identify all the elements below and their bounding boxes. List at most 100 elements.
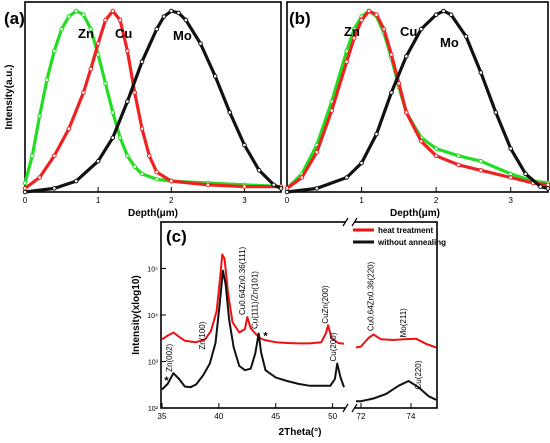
panel-c-y-tick-label: 10² [148, 406, 159, 413]
panel-a-ylabel: Intensity(a.u.) [4, 64, 15, 129]
panel-a-x-tick-label: 2 [169, 196, 174, 205]
legend-label-heat-treatment: heat treatment [378, 226, 433, 235]
panel-b-series-zn-point [478, 158, 484, 164]
panel-c-series-without-annealing-line [356, 380, 437, 403]
panel-c-series-without-annealing-line [161, 269, 345, 391]
panel-a-series-zn-point [37, 113, 42, 119]
panel-a-series-mo-point [212, 73, 218, 79]
panel-a-depth-profile: (a) 0 1 2 3 Zn Cu Mo Depth(μm) Intensity(a.u.… [4, 1, 284, 219]
panel-b-x-tick-label: 2 [434, 196, 439, 205]
panel-c-x-tick-label: 74 [407, 412, 416, 421]
panel-b-series-zn-point [433, 146, 439, 151]
panel-b-series-cu-point [374, 12, 379, 17]
panel-b-series-mo-point [344, 175, 350, 180]
panel-b-depth-profile: (b) 0 1 2 3 Zn Cu Mo Depth(μm) [284, 1, 550, 219]
panel-a-series-zn-point [81, 12, 86, 17]
panel-c-x-tick-label: 45 [271, 412, 280, 421]
panel-c-series-heat-treatment-line [161, 253, 345, 345]
panel-c-peak-label: Zn(100) [198, 321, 207, 349]
panel-a-series-cu-point [103, 17, 108, 23]
panel-b-series-cu-point [396, 81, 402, 86]
panel-b-series-label-cu: Cu [400, 24, 417, 39]
panel-a-series-cu-point [139, 126, 145, 131]
panel-a-series-mo-point [95, 158, 101, 164]
panel-a-series-mo-point [73, 178, 79, 184]
panel-a-series-zn-point [30, 153, 35, 159]
panel-b-series-cu-point [433, 153, 439, 159]
panel-c-break-gap-bottom [345, 405, 355, 411]
panel-a-series-mo-point [227, 110, 233, 115]
panel-b-series-mo-point [523, 171, 528, 177]
panel-c-peak-label: CuZn(200) [321, 285, 330, 324]
panel-b-series-label-zn: Zn [344, 24, 360, 39]
panel-c-x-ticks: 35 40 45 50 72 74 [158, 403, 416, 421]
panel-c-series [161, 253, 437, 403]
panel-a-series-cu-point [66, 126, 72, 131]
panel-b-series-zn-point [508, 171, 514, 177]
panel-c-break-mark [342, 403, 349, 413]
panel-b-series-cu-point [381, 26, 387, 32]
panel-a-series-mo-point [52, 186, 57, 191]
panel-a-series-zn-point [22, 180, 28, 186]
panel-a-series-mo-point [278, 186, 284, 191]
panel-a-series-zn-point [44, 77, 50, 83]
panel-a-series-label-mo: Mo [173, 28, 192, 43]
panel-c-break-mark [351, 217, 358, 227]
panel-b-series-mo-point [508, 146, 514, 151]
panel-c-break-gap-top [345, 219, 355, 225]
panel-c-x-tick-label: 72 [357, 412, 366, 421]
panel-b-series-cu-point [545, 182, 550, 188]
panel-a-series-cu-point [242, 184, 247, 189]
panel-b-label: (b) [289, 9, 311, 28]
panel-b-series-cu-point [389, 52, 394, 57]
panel-c-frame [160, 221, 438, 409]
panel-a-series-label-zn: Zn [78, 26, 94, 41]
legend-label-without-annealing: without annealing [377, 238, 446, 247]
panel-c-peak-label: Cu0.64Zn0.36(111) [238, 246, 247, 315]
panel-b-x-tick-label: 1 [359, 196, 364, 205]
panel-b-series-cu-point [344, 59, 350, 65]
panel-a-series-mo-point [242, 142, 247, 148]
panel-c-break-mark [342, 217, 349, 227]
panel-a-series-label-cu: Cu [115, 26, 132, 41]
panel-b-series-cu-point [359, 17, 364, 23]
panel-c-y-tick-label: 10⁴ [147, 313, 158, 320]
panel-c-peak-label: Cu(200) [329, 332, 338, 361]
panel-a-series-cu-point [169, 178, 174, 184]
panel-c-x-tick-label: 35 [158, 412, 167, 421]
panel-a-series-labels: Zn Cu Mo [78, 26, 192, 43]
panel-b-frame [286, 1, 549, 193]
panel-a-series-mo-point [110, 135, 116, 140]
panel-a-series-zn-point [154, 177, 159, 182]
panel-b-series-mo-point [538, 184, 543, 189]
panel-c-label: (c) [166, 227, 187, 246]
panel-c-ylabel: Intensity(xlog10) [131, 275, 142, 354]
panel-a-series-zn-point [59, 26, 64, 32]
panel-a-series-cu-point [132, 90, 137, 95]
panel-a-series-zn-point [88, 26, 94, 32]
panel-a-series-cu-point [88, 66, 94, 72]
panel-b-series-cu-point [456, 162, 461, 168]
panel-b-series-cu-point [418, 139, 424, 144]
panel-a-x-tick-label: 3 [242, 196, 247, 205]
panel-a-series-zn-point [125, 153, 130, 159]
panel-b-series-mo-point [545, 186, 550, 191]
panel-b-series-cu-point [314, 149, 320, 155]
panel-b-series-mo-point [314, 186, 320, 191]
panel-a-series-zn-point [66, 14, 72, 19]
panel-c-break-mark [351, 403, 358, 413]
panel-c-y-tick-label: 10³ [148, 360, 159, 367]
panel-b-series-cu-point [299, 175, 305, 180]
panel-a-series-cu-point [110, 8, 116, 14]
panel-b-series-mo-point [433, 12, 439, 17]
panel-b-series-mo-point [284, 189, 290, 195]
panel-a-series-cu-point [117, 17, 123, 23]
panel-c-y-tick-label: 10⁵ [147, 267, 158, 274]
panel-b-x-ticks: 0 1 2 3 [285, 187, 513, 205]
panel-a-series-mo-point [125, 99, 130, 104]
panel-c-peak-labels: * Zn(002) Zn(100) Cu0.64Zn0.36(111) Cu(111)/… [164, 246, 423, 389]
panel-a-series-cu-point [154, 169, 159, 175]
panel-c-axis-break [342, 217, 358, 413]
panel-c-x-tick-label: 40 [214, 412, 223, 421]
